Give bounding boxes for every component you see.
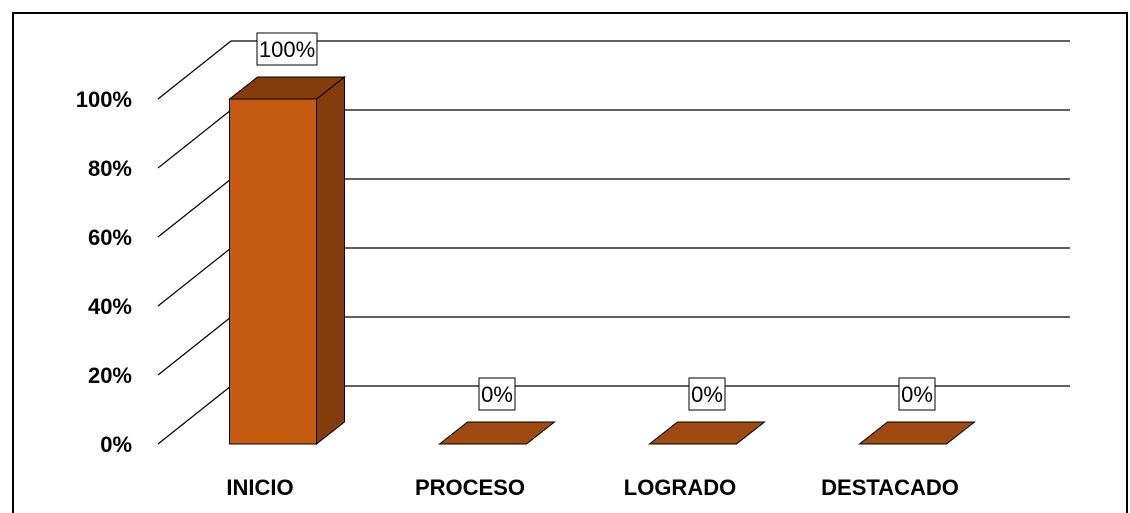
gridline-diagonal <box>157 178 232 238</box>
data-label-box <box>256 32 318 66</box>
y-tick-label: 100% <box>76 87 132 112</box>
gridline-diagonal <box>157 40 232 100</box>
y-tick-label: 20% <box>88 363 132 388</box>
gridline-diagonal <box>157 385 232 445</box>
y-tick-label: 40% <box>88 294 132 319</box>
x-category-label: LOGRADO <box>624 475 736 500</box>
gridline-diagonal <box>157 109 232 169</box>
bar-top <box>438 421 556 445</box>
bar-top <box>858 421 976 445</box>
data-label-box <box>688 377 726 411</box>
bar-front <box>229 98 317 445</box>
gridline-diagonal <box>157 247 232 307</box>
y-tick-label: 80% <box>88 156 132 181</box>
x-category-label: PROCESO <box>415 475 525 500</box>
data-label: 100% <box>259 37 315 62</box>
data-label: 0% <box>481 382 513 407</box>
data-label-box <box>898 377 936 411</box>
bar-top <box>228 76 346 100</box>
bar-side <box>316 75 345 446</box>
data-label-box <box>478 377 516 411</box>
y-tick-label: 60% <box>88 225 132 250</box>
gridline-diagonal <box>157 316 232 376</box>
data-label: 0% <box>691 382 723 407</box>
x-category-label: DESTACADO <box>821 475 959 500</box>
bar-top <box>648 421 766 445</box>
y-tick-label: 0% <box>100 432 132 457</box>
data-label: 0% <box>901 382 933 407</box>
x-category-label: INICIO <box>226 475 293 500</box>
